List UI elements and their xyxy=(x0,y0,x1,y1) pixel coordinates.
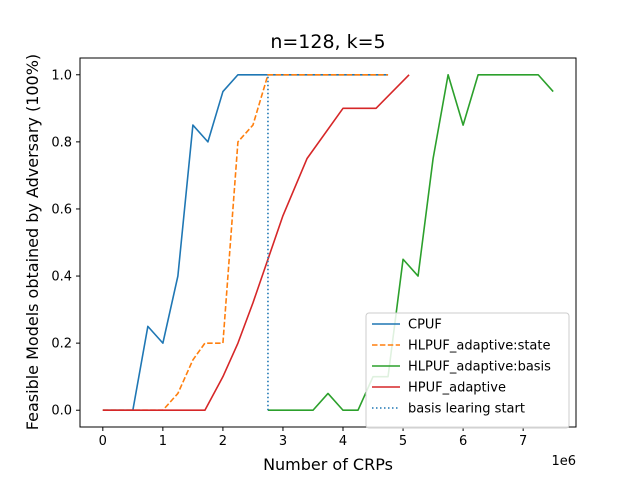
legend: CPUF HLPUF_adaptive:state HLPUF_adaptive:b… xyxy=(365,312,570,429)
y-axis-label: Feasible Models obtained by Adversary (1… xyxy=(23,54,42,430)
x-axis-label: Number of CRPs xyxy=(263,455,393,474)
x-axis-offset-label: 1e6 xyxy=(551,454,576,469)
y-tick-label: 0.4 xyxy=(51,270,72,285)
y-tick-label: 0.2 xyxy=(51,337,72,352)
x-tick-label: 4 xyxy=(339,434,347,449)
x-tick-label: 3 xyxy=(279,434,287,449)
y-tick-label: 1.0 xyxy=(51,68,72,83)
axes-layer: 0 1 2 3 4 5 6 7 0.0 0.2 0.4 0.6 0.8 1.0 xyxy=(51,57,577,449)
legend-label: HLPUF_adaptive:basis xyxy=(408,360,551,375)
x-tick-label: 5 xyxy=(399,434,407,449)
series-line-2 xyxy=(267,73,554,412)
series-layer xyxy=(102,73,554,412)
y-tick-label: 0.6 xyxy=(51,202,72,217)
x-tick-label: 0 xyxy=(99,434,107,449)
legend-label: HLPUF_adaptive:state xyxy=(408,339,551,354)
y-tick-label: 0.8 xyxy=(51,135,72,150)
series-line-3 xyxy=(102,74,410,412)
x-tick-label: 1 xyxy=(159,434,167,449)
x-tick-label: 7 xyxy=(519,434,527,449)
x-tick-label: 2 xyxy=(219,434,227,449)
axes-frame xyxy=(79,57,577,428)
legend-frame xyxy=(365,312,570,429)
x-tick-label: 6 xyxy=(459,434,467,449)
chart-title: n=128, k=5 xyxy=(270,31,385,53)
legend-label: HPUF_adaptive xyxy=(408,381,506,396)
legend-label: CPUF xyxy=(408,318,442,333)
y-tick-label: 0.0 xyxy=(51,404,72,419)
legend-label: basis learing start xyxy=(408,402,525,417)
